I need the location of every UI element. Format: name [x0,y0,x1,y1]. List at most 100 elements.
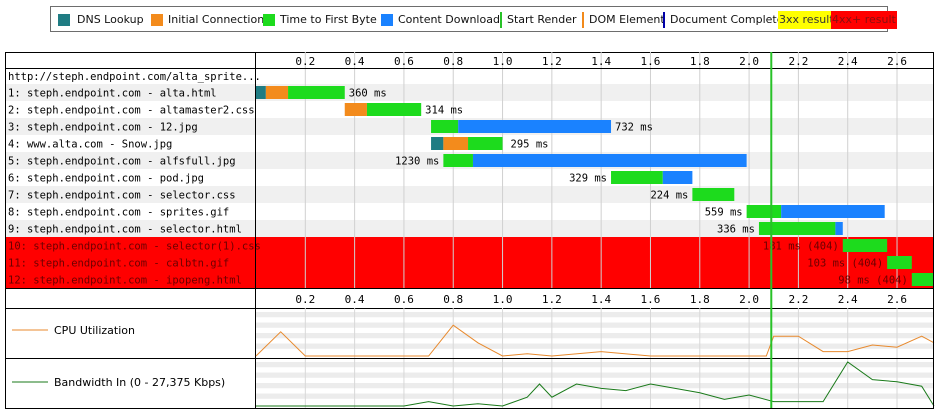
timing-label: 295 ms [511,139,549,151]
legend-label: Time to First Byte [280,13,377,26]
request-label: 8: steph.endpoint.com - sprites.gif [8,207,229,219]
legend-line [663,12,665,28]
row-background [6,101,933,118]
x-tick-label: 0.4 [345,55,365,68]
x-tick-label: 2.6 [887,293,907,306]
ttfb-segment [911,273,934,286]
ttfb-segment [431,120,459,133]
cpu-band [256,343,934,349]
x-tick-label: 2.2 [788,55,808,68]
timing-label: 98 ms (404) [838,275,908,287]
ttfb-segment [758,222,836,235]
cpu-series [255,324,935,357]
legend-swatch [263,14,275,26]
connect-segment [265,86,289,99]
page-url: http://steph.endpoint.com/alta_sprite... [8,71,261,83]
ttfb-segment [887,256,912,269]
bandwidth-band [256,393,934,399]
request-label: 7: steph.endpoint.com - selector.css [8,190,236,202]
legend-label: Document Complete [670,13,784,26]
download-segment [458,120,612,133]
legend-label: DNS Lookup [77,13,144,26]
error-row-background [6,237,933,254]
ttfb-segment [611,171,663,184]
x-tick-label: 0.6 [394,293,414,306]
timing-label: 1230 ms [395,156,439,168]
request-label: 4: www.alta.com - Snow.jpg [8,139,172,151]
timing-label: 329 ms [569,173,607,185]
legend-swatch [381,14,393,26]
legend-label: 3xx result [778,11,835,29]
error-row-background [6,254,933,271]
timing-label: 314 ms [425,105,463,117]
cpu-band [256,312,934,318]
x-tick-label: 2.0 [739,293,759,306]
bandwidth-band [256,372,934,378]
request-label: 3: steph.endpoint.com - 12.jpg [8,122,198,134]
x-tick-label: 1.2 [542,55,562,68]
request-label: 6: steph.endpoint.com - pod.jpg [8,173,204,185]
ttfb-segment [692,188,735,201]
x-tick-label: 1.6 [641,293,661,306]
x-tick-label: 1.4 [591,293,611,306]
ttfb-segment [366,103,422,116]
legend-label: Content Download [398,13,500,26]
x-tick-label: 0.8 [443,293,463,306]
download-segment [472,154,747,167]
x-tick-label: 1.8 [690,293,710,306]
bandwidth-label: Bandwidth In (0 - 27,375 Kbps) [54,376,225,389]
legend-line [582,12,584,28]
download-segment [662,171,693,184]
x-tick-label: 1.0 [493,293,513,306]
ttfb-segment [468,137,503,150]
cpu-band [256,322,934,328]
timing-label: 181 ms (404) [763,241,839,253]
legend-label: Start Render [507,13,577,26]
ttfb-segment [288,86,345,99]
error-row-background [6,271,933,288]
request-label: 2: steph.endpoint.com - altamaster2.css [8,105,255,117]
request-label: 12: steph.endpoint.com - ipopeng.html [8,275,242,287]
row-background [6,84,933,101]
x-tick-label: 0.2 [295,293,315,306]
row-background [6,220,933,237]
x-tick-label: 1.4 [591,55,611,68]
download-segment [835,222,843,235]
dns-segment [431,137,444,150]
x-tick-label: 1.2 [542,293,562,306]
connect-segment [443,137,469,150]
x-tick-label: 0.6 [394,55,414,68]
legend-label: Initial Connection [168,13,265,26]
timing-label: 103 ms (404) [807,258,883,270]
cpu-band [256,333,934,339]
x-tick-label: 2.6 [887,55,907,68]
row-background [6,203,933,220]
ttfb-segment [443,154,473,167]
x-tick-label: 0.4 [345,293,365,306]
x-tick-label: 2.4 [838,55,858,68]
timing-label: 732 ms [615,122,653,134]
row-background [6,169,933,186]
request-label: 5: steph.endpoint.com - alfsfull.jpg [8,156,236,168]
request-label: 9: steph.endpoint.com - selector.html [8,224,242,236]
request-label: 11: steph.endpoint.com - calbtn.gif [8,258,229,270]
ttfb-segment [746,205,782,218]
bandwidth-series [256,361,935,407]
legend-label: DOM Element [589,13,665,26]
download-segment [781,205,885,218]
legend-label: 4xx+ result [831,11,897,29]
request-label: 1: steph.endpoint.com - alta.html [8,88,217,100]
dns-segment [256,86,266,99]
ttfb-segment [842,239,888,252]
legend-line [500,12,502,28]
legend-swatch [58,14,70,26]
x-tick-label: 1.6 [641,55,661,68]
request-label: 10: steph.endpoint.com - selector(1).css [8,241,261,253]
x-tick-label: 2.0 [739,55,759,68]
timing-label: 336 ms [717,224,755,236]
x-tick-label: 0.2 [295,55,315,68]
bandwidth-band [256,383,934,389]
bandwidth-band [256,362,934,368]
x-tick-label: 1.0 [493,55,513,68]
timing-label: 224 ms [650,190,688,202]
